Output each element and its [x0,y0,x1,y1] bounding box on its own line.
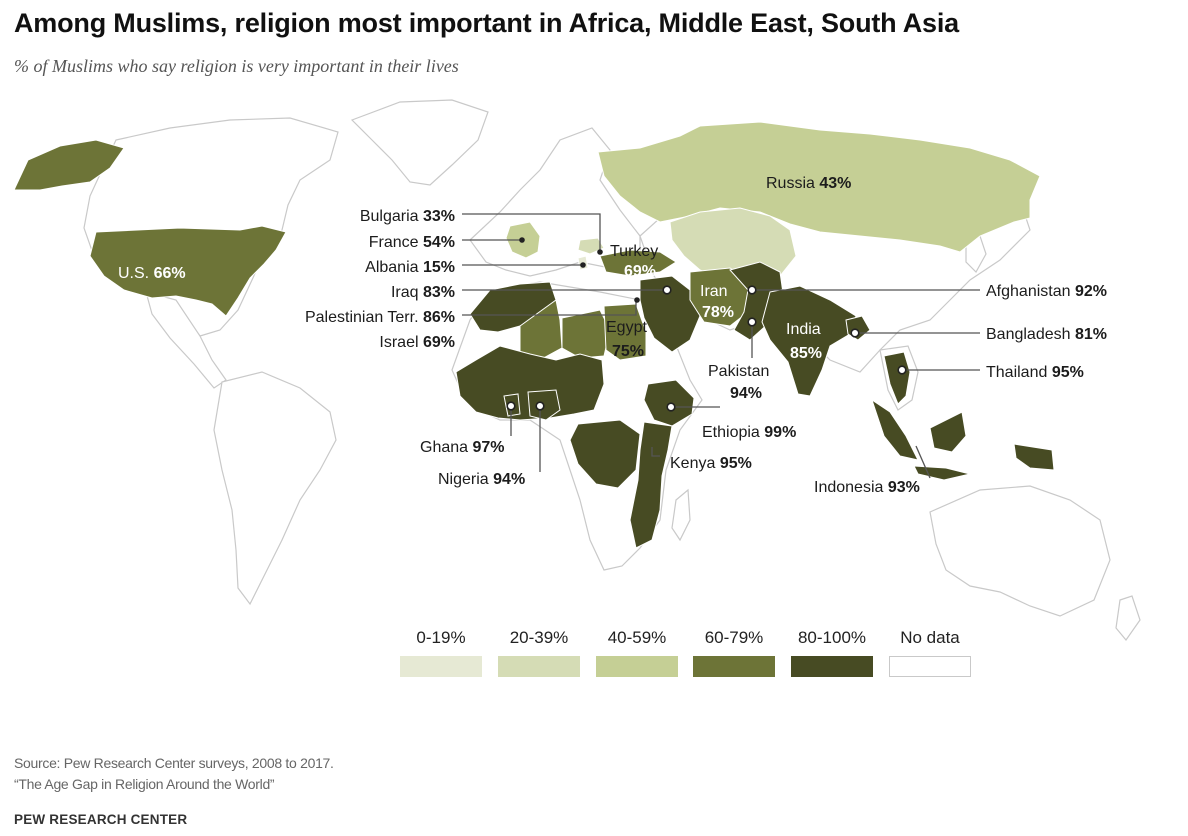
new-zealand-shape [1115,595,1141,641]
legend-item-80-100: 80-100% [791,628,873,677]
legend-item-40-59: 40-59% [596,628,678,677]
legend-item-no-data: No data [889,628,971,677]
dot-bangladesh [850,328,860,338]
legend-item-60-79: 60-79% [693,628,775,677]
legend-swatch [596,656,678,677]
dot-nigeria [535,401,545,411]
legend-label: 0-19% [416,628,466,647]
location-dots [506,237,907,412]
south-america-shape [213,371,337,606]
legend-label: No data [900,628,960,647]
label-bulgaria: Bulgaria 33% [360,208,455,225]
label-egypt: Egypt [606,319,647,336]
dot-bulgaria [597,249,603,255]
legend-label: 40-59% [607,628,667,647]
label-egypt-value: 75% [612,343,644,360]
label-india-value: 85% [790,345,822,362]
label-ethiopia: Ethiopia 99% [702,424,796,441]
label-indonesia: Indonesia 93% [814,479,920,496]
west-africa-shape [455,345,605,421]
dot-ghana [506,401,516,411]
label-india: India [786,321,821,338]
leader-indonesia [915,445,931,479]
label-nigeria: Nigeria 94% [438,471,525,488]
label-us: U.S. 66% [118,265,186,282]
legend-swatch [693,656,775,677]
dot-ethiopia [666,402,676,412]
central-america-shape [145,291,227,389]
world-map: Russia 43% Bulgaria 33% France 54% Turke… [13,99,1141,641]
thailand-shape [883,351,911,405]
label-russia: Russia 43% [766,175,851,192]
label-israel: Israel 69% [379,334,455,351]
dot-pakistan [747,317,757,327]
dot-iraq [662,285,672,295]
legend-label: 80-100% [797,628,867,647]
label-iran-value: 78% [702,304,734,321]
label-turkey-value: 69% [624,263,656,280]
indonesia-shape [871,398,1055,481]
label-pakistan-value: 94% [730,385,762,402]
legend-item-20-39: 20-39% [498,628,580,677]
legend-swatch [498,656,580,677]
label-thailand: Thailand 95% [986,364,1084,381]
kenya-shape [629,421,673,549]
alaska-shape [13,139,125,191]
india-shape [761,285,857,397]
us-shape [89,225,287,317]
leader-bulgaria [462,213,601,250]
australia-shape [929,485,1111,617]
label-france: France 54% [369,234,455,251]
middle-east-shape [639,275,701,353]
label-turkey: Turkey [610,243,658,260]
brand-logo-text: PEW RESEARCH CENTER [14,812,188,827]
label-bangladesh: Bangladesh 81% [986,326,1107,343]
dot-afghanistan [747,285,757,295]
map-legend: 0-19% 20-39% 40-59% 60-79% 80-100% No da… [400,628,980,688]
legend-label: 20-39% [509,628,569,647]
turkey-shape [599,249,677,277]
legend-label: 60-79% [704,628,764,647]
dot-palestinian [634,297,640,303]
legend-swatch [791,656,873,677]
leader-lines [462,213,980,479]
greenland-shape [350,99,489,186]
legend-swatch [400,656,482,677]
source-note: Source: Pew Research Center surveys, 200… [14,755,334,771]
madagascar-shape [671,488,691,542]
label-kenya: Kenya 95% [670,455,752,472]
label-iran: Iran [700,283,728,300]
russia-shape [597,121,1041,253]
label-pakistan: Pakistan [708,363,769,380]
leader-kenya [651,447,660,457]
legend-swatch [889,656,971,677]
dot-france [519,237,525,243]
page-title: Among Muslims, religion most important i… [14,8,959,38]
dot-thailand [897,365,907,375]
central-africa-shape [569,419,641,489]
country-labels: Russia 43% Bulgaria 33% France 54% Turke… [118,175,1107,496]
dot-albania [580,262,586,268]
bulgaria-shape [577,237,605,255]
label-afghanistan: Afghanistan 92% [986,283,1107,300]
libya-shape [561,309,611,359]
legend-item-0-19: 0-19% [400,628,482,677]
label-iraq: Iraq 83% [391,284,455,301]
label-albania: Albania 15% [365,259,455,276]
leader-palestinian [462,300,637,316]
label-palestinian: Palestinian Terr. 86% [305,309,455,326]
report-title-note: “The Age Gap in Religion Around the Worl… [14,776,275,792]
page-subtitle: % of Muslims who say religion is very im… [14,56,459,76]
label-ghana: Ghana 97% [420,439,505,456]
